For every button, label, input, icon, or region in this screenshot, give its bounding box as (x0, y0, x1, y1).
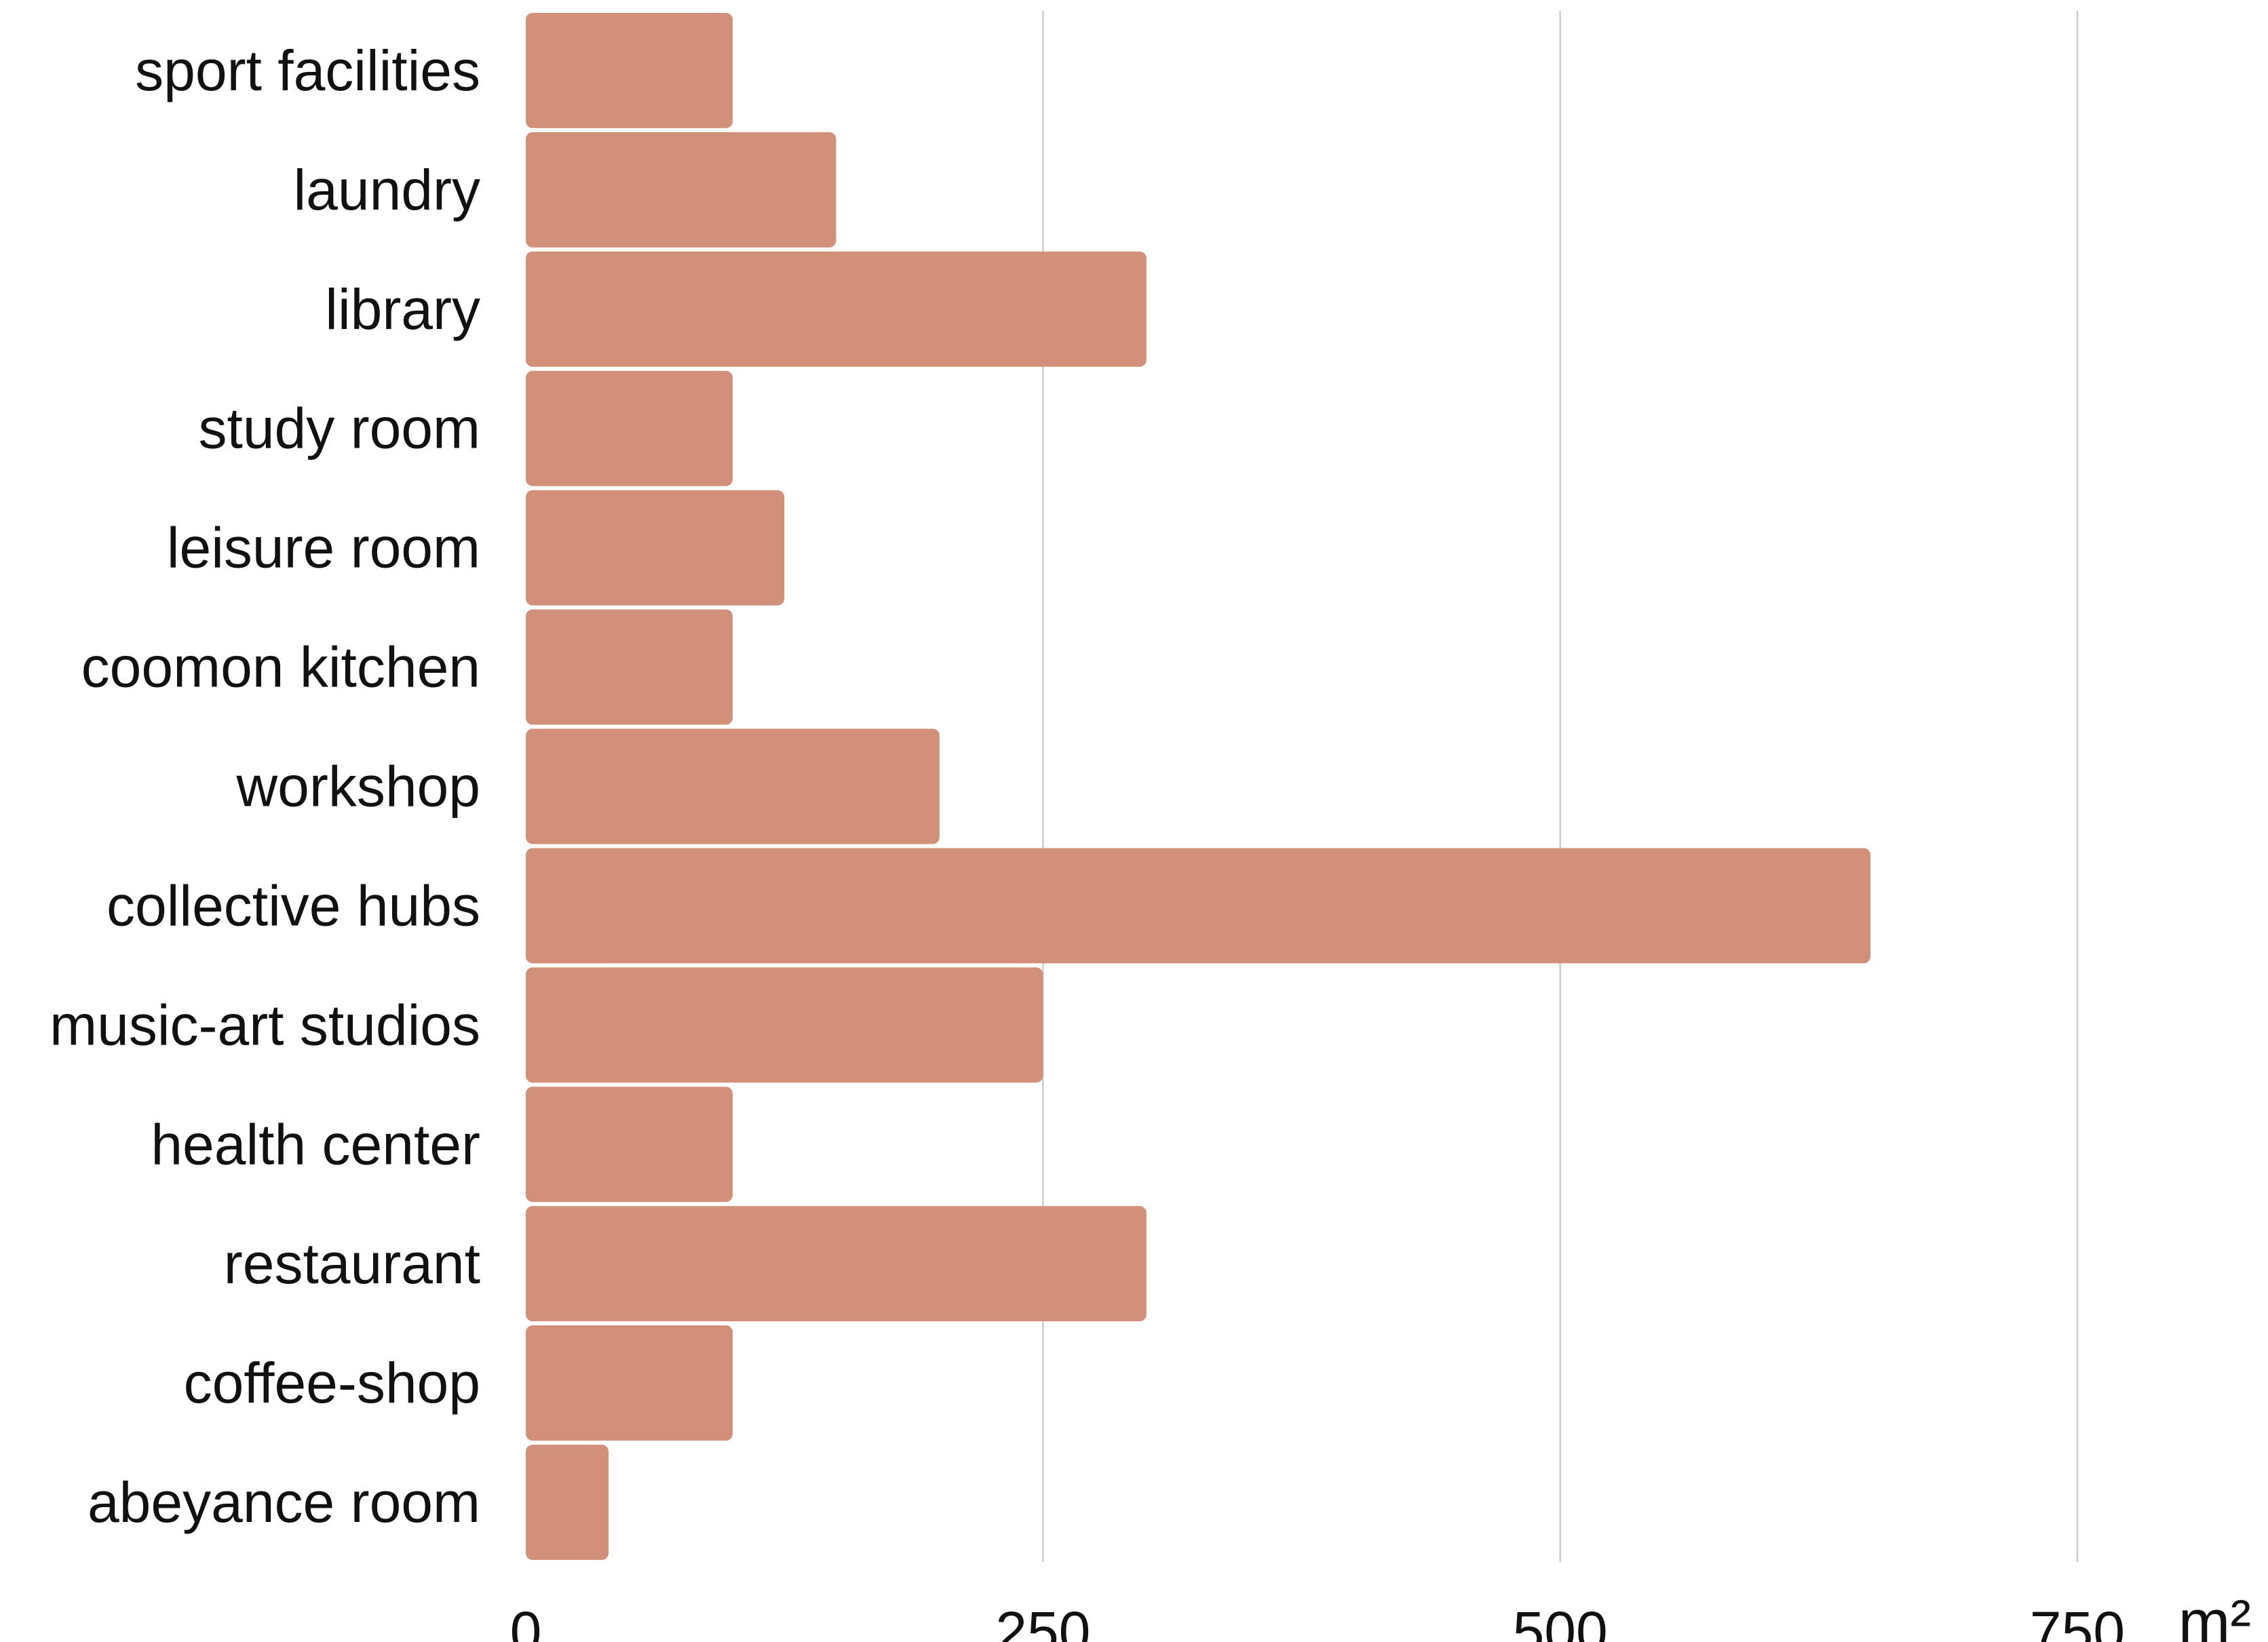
bar (526, 609, 733, 725)
category-labels: sport facilities laundry library study room… (50, 39, 480, 1534)
category-label: sport facilities (135, 39, 480, 102)
gridlines (1042, 11, 2079, 1562)
x-tick-label: 750 (2030, 1600, 2125, 1642)
bar (526, 1087, 733, 1203)
x-unit-label: m² (2178, 1588, 2251, 1642)
bar (526, 1445, 609, 1560)
bar (526, 728, 940, 844)
category-label: library (325, 277, 480, 341)
category-label: health center (151, 1112, 480, 1176)
x-tick-labels: 0 250 500 750 (510, 1600, 2125, 1642)
bar (526, 1325, 733, 1441)
category-label: workshop (235, 755, 480, 819)
bar (526, 848, 1871, 964)
category-label: coffee-shop (184, 1351, 480, 1415)
category-label: leisure room (167, 516, 480, 580)
x-tick-label: 500 (1513, 1600, 1608, 1642)
category-label: abeyance room (88, 1470, 480, 1534)
x-tick-label: 0 (510, 1600, 542, 1642)
category-label: collective hubs (107, 874, 480, 937)
bar (526, 132, 837, 248)
x-tick-label: 250 (995, 1600, 1090, 1642)
bar (526, 490, 785, 606)
category-label: laundry (293, 158, 480, 222)
bar (526, 967, 1043, 1083)
bar (526, 251, 1147, 367)
bars (526, 13, 1871, 1560)
category-label: study room (199, 397, 481, 461)
category-label: restaurant (224, 1232, 480, 1295)
category-label: coomon kitchen (81, 636, 480, 699)
bar (526, 1206, 1147, 1322)
bar (526, 370, 733, 486)
bar (526, 13, 733, 128)
category-label: music-art studios (50, 993, 480, 1057)
